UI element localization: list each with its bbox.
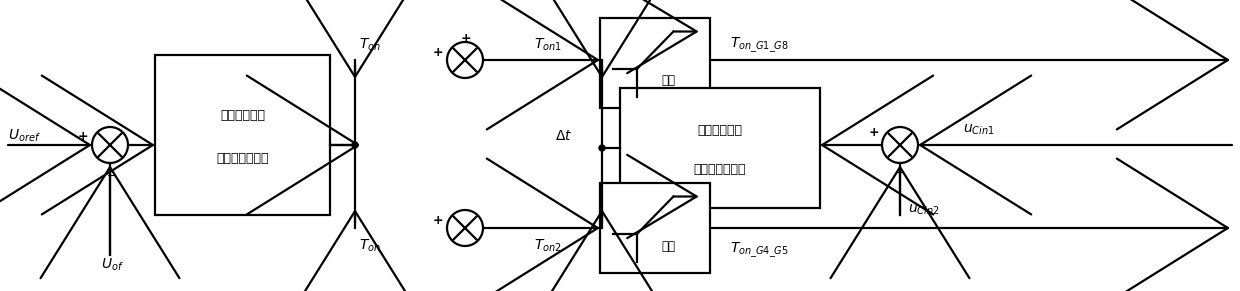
Text: $T_{on}$: $T_{on}$ — [360, 37, 381, 53]
Text: +: + — [461, 31, 471, 45]
Text: $T_{on1}$: $T_{on1}$ — [534, 37, 562, 53]
Circle shape — [882, 127, 918, 163]
Bar — [600, 183, 711, 273]
Text: $-$: $-$ — [894, 166, 905, 178]
Circle shape — [446, 42, 484, 78]
Circle shape — [352, 142, 358, 148]
Bar — [620, 88, 820, 208]
Text: $-$: $-$ — [107, 168, 118, 182]
Text: 电容电压偏差: 电容电压偏差 — [697, 123, 743, 136]
Text: +: + — [433, 45, 444, 58]
Circle shape — [599, 145, 605, 151]
Text: +: + — [78, 130, 88, 143]
Text: 比例积分控制器: 比例积分控制器 — [693, 163, 746, 176]
Text: $T_{on2}$: $T_{on2}$ — [534, 238, 562, 254]
Text: +: + — [433, 214, 444, 226]
Text: $u_{Cin2}$: $u_{Cin2}$ — [908, 203, 940, 217]
Text: +: + — [869, 125, 879, 139]
Text: 限幅: 限幅 — [661, 239, 676, 253]
Bar — [155, 55, 330, 215]
Text: $-$: $-$ — [460, 239, 471, 251]
Text: $T_{on\_G1\_G8}$: $T_{on\_G1\_G8}$ — [730, 35, 789, 55]
Text: $T_{on\_G4\_G5}$: $T_{on\_G4\_G5}$ — [730, 240, 789, 260]
Text: $\Delta t$: $\Delta t$ — [556, 129, 573, 143]
Text: $U_{oref}$: $U_{oref}$ — [7, 128, 41, 144]
Text: $T_{on}$: $T_{on}$ — [360, 238, 381, 254]
Text: 输出电压反馈: 输出电压反馈 — [219, 109, 265, 122]
Text: $u_{Cin1}$: $u_{Cin1}$ — [963, 123, 994, 137]
Circle shape — [92, 127, 128, 163]
Text: 限幅: 限幅 — [661, 74, 676, 88]
Text: $U_{of}$: $U_{of}$ — [100, 257, 123, 273]
Circle shape — [446, 210, 484, 246]
Bar — [600, 18, 711, 108]
Text: 比例积分控制器: 比例积分控制器 — [216, 152, 269, 166]
